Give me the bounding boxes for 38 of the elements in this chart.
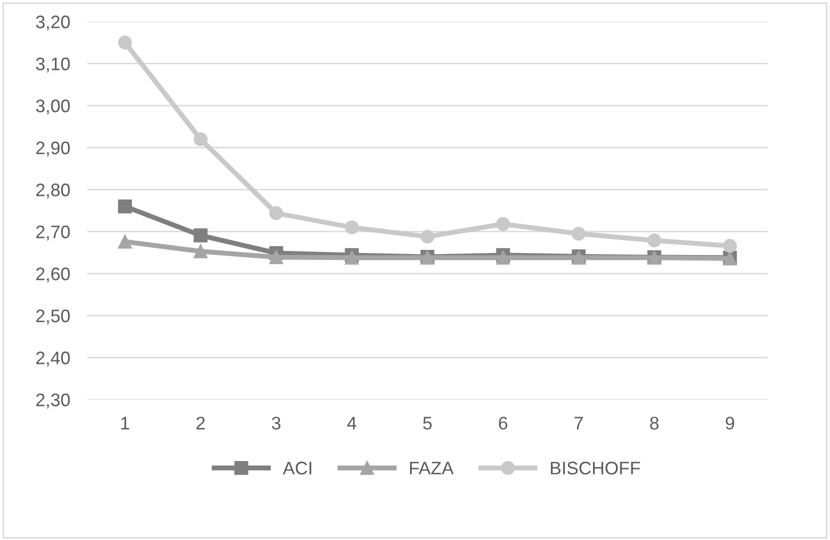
point bbox=[194, 244, 208, 258]
point bbox=[194, 132, 208, 146]
point bbox=[344, 250, 359, 265]
point bbox=[722, 238, 737, 253]
point bbox=[496, 217, 510, 231]
point bbox=[118, 199, 132, 214]
x-tick-label: 7 bbox=[574, 416, 583, 430]
point bbox=[344, 220, 359, 234]
legend-label: BISCHOFF bbox=[550, 462, 640, 474]
x-tick-label: 8 bbox=[650, 416, 659, 430]
y-tick-label: 2,60 bbox=[36, 268, 70, 282]
x-tick-label: 3 bbox=[272, 416, 280, 430]
point bbox=[194, 228, 208, 242]
legend-label: ACI bbox=[282, 462, 312, 474]
y-tick-label: 3,10 bbox=[36, 58, 70, 72]
y-tick-label: 2,80 bbox=[36, 184, 70, 198]
legend-label: FAZA bbox=[410, 462, 454, 474]
y-tick-label: 2,50 bbox=[36, 310, 70, 324]
point bbox=[647, 233, 662, 248]
y-tick-label: 2,70 bbox=[36, 226, 70, 240]
point bbox=[269, 206, 284, 220]
y-tick-label: 2,40 bbox=[36, 352, 70, 366]
point bbox=[572, 226, 586, 241]
y-tick-label: 3,00 bbox=[36, 100, 70, 114]
x-tick-label: 9 bbox=[726, 416, 734, 430]
point bbox=[420, 230, 434, 244]
point bbox=[269, 250, 284, 264]
point bbox=[118, 234, 132, 249]
x-tick-label: 6 bbox=[498, 416, 508, 430]
x-tick-label: 5 bbox=[423, 416, 432, 430]
x-tick-label: 4 bbox=[347, 416, 356, 430]
y-tick-label: 3,20 bbox=[36, 16, 70, 30]
x-tick-label: 1 bbox=[121, 416, 130, 430]
point bbox=[118, 36, 132, 50]
y-tick-label: 2,30 bbox=[36, 394, 70, 408]
point bbox=[496, 250, 510, 265]
y-tick-label: 2,90 bbox=[36, 142, 70, 156]
x-tick-label: 2 bbox=[196, 416, 205, 430]
